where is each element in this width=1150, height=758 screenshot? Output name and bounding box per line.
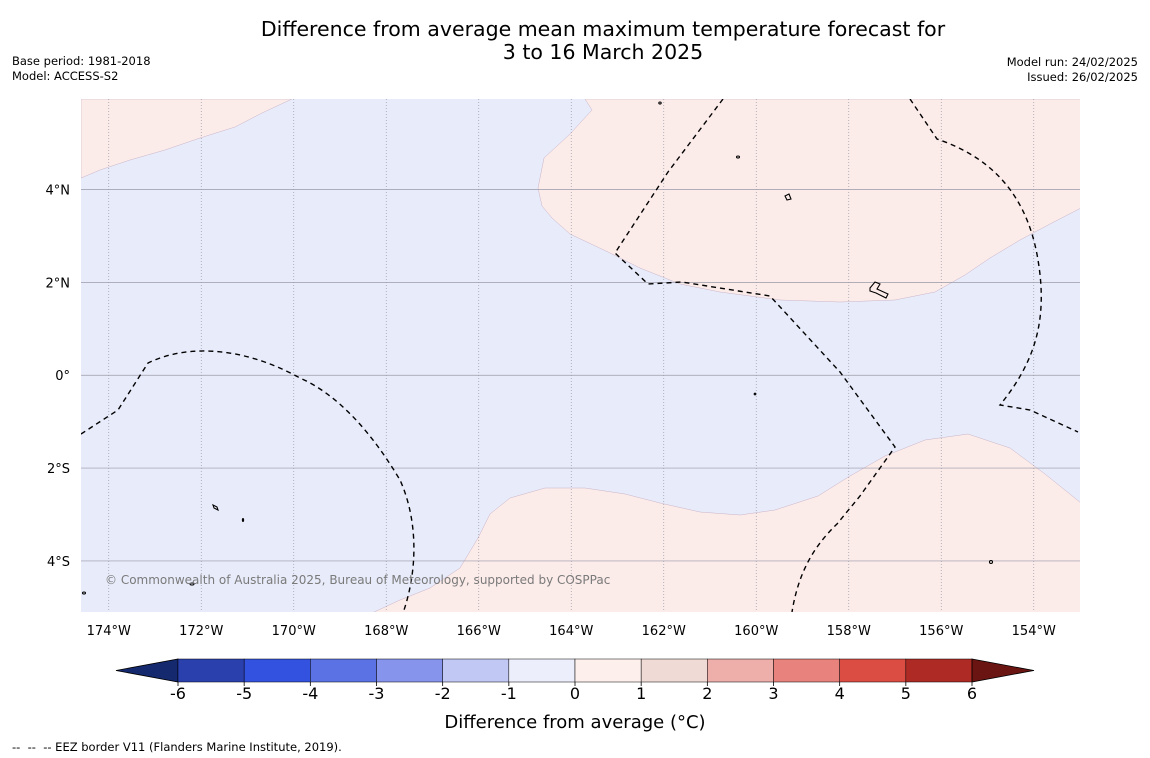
warm-region-north-central [537, 99, 1080, 303]
colorbar-tick-label: -5 [236, 684, 252, 703]
colorbar-cell [442, 658, 510, 683]
colorbar-tick-label: 5 [901, 684, 911, 703]
longitude-tick-label: 170°W [272, 624, 316, 639]
colorbar-tick-labels: -6 -5 -4 -3 -2 -1 0 1 2 3 4 5 6 [170, 682, 977, 703]
eez-borders [81, 99, 1079, 612]
colorbar-label: Difference from average (°C) [444, 712, 705, 733]
island-phoenix-d [81, 591, 87, 595]
longitude-tick-label: 164°W [549, 624, 593, 639]
eez-border-west [81, 350, 415, 612]
title-line-1: Difference from average mean maximum tem… [260, 17, 946, 41]
islands [81, 101, 994, 595]
longitude-tick-label: 168°W [364, 624, 408, 639]
island-flint [988, 559, 994, 565]
warm-region-northwest [81, 99, 293, 179]
longitude-tick-label: 154°W [1012, 624, 1056, 639]
colorbar-cell [839, 658, 907, 683]
copyright-credit: © Commonwealth of Australia 2025, Bureau… [105, 573, 610, 587]
longitude-tick-label: 172°W [179, 624, 223, 639]
longitude-tick-label: 156°W [919, 624, 963, 639]
colorbar-cell [707, 658, 774, 683]
map-panel: © Commonwealth of Australia 2025, Bureau… [81, 99, 1080, 612]
meta-left: Base period: 1981-2018 Model: ACCESS-S2 [12, 54, 151, 84]
longitude-tick-label: 166°W [457, 624, 501, 639]
colorbar-cell [508, 658, 576, 683]
longitude-tick-label: 162°W [642, 624, 686, 639]
longitude-tick-label: 174°W [87, 624, 131, 639]
latitude-tick-label: 2°N [46, 276, 71, 291]
colorbar-extend-high [971, 658, 1035, 683]
colorbar-tick-label: 6 [967, 684, 977, 703]
island-kiritimati [869, 281, 889, 299]
longitude-tick-label: 158°W [827, 624, 871, 639]
eez-border-east [909, 99, 1079, 433]
model-text: Model: ACCESS-S2 [12, 69, 119, 83]
colorbar-cell [376, 658, 443, 683]
latitude-tick-label: 4°S [47, 555, 70, 570]
colorbar: -6 -5 -4 -3 -2 -1 0 1 2 3 4 5 6 Difference from aver… [115, 658, 1035, 733]
colorbar-cell [905, 658, 973, 683]
colorbar-cell [243, 658, 311, 683]
island-jarvis [753, 392, 757, 396]
colorbar-extend-low [115, 658, 179, 683]
island-phoenix-a [212, 503, 219, 512]
eez-border-north-central [614, 99, 896, 612]
colorbar-tick-label: 3 [768, 684, 778, 703]
colorbar-cells [115, 658, 1035, 683]
latitude-grid [81, 189, 1080, 562]
colorbar-tick-label: 0 [570, 684, 580, 703]
eez-footnote: -- -- -- EEZ border V11 (Flanders Marine… [12, 740, 342, 754]
warm-region-south [373, 433, 1080, 612]
colorbar-cell [310, 658, 377, 683]
island-phoenix-b [241, 517, 245, 523]
island-teraina [735, 155, 741, 159]
colorbar-tick-label: -3 [369, 684, 385, 703]
model-run-text: Model run: 24/02/2025 [1006, 55, 1138, 69]
longitude-tick-labels: 174°W 172°W 170°W 168°W 166°W 164°W 162°W 160°W… [87, 624, 1056, 639]
base-period-text: Base period: 1981-2018 [12, 54, 151, 68]
colorbar-cell [574, 658, 642, 683]
latitude-tick-label: 4°N [46, 184, 71, 199]
latitude-tick-label: 2°S [47, 462, 70, 477]
colorbar-tick-label: 2 [702, 684, 712, 703]
issued-text: Issued: 26/02/2025 [1027, 70, 1138, 84]
latitude-tick-label: 0° [55, 369, 70, 384]
colorbar-tick-label: -6 [170, 684, 186, 703]
meta-right: Model run: 24/02/2025 Issued: 26/02/2025 [1007, 55, 1138, 85]
longitude-tick-label: 160°W [734, 624, 778, 639]
island-palmyra [658, 101, 662, 105]
colorbar-tick-label: -4 [302, 684, 318, 703]
colorbar-cell [773, 658, 840, 683]
island-tabuaeran [784, 193, 792, 201]
chart-title: Difference from average mean maximum tem… [153, 18, 1053, 64]
colorbar-cell [177, 658, 245, 683]
title-line-2: 3 to 16 March 2025 [502, 40, 704, 64]
latitude-tick-labels: 4°N 2°N 0° 2°S 4°S [46, 184, 71, 570]
colorbar-tick-label: 1 [636, 684, 646, 703]
colorbar-tick-label: -2 [435, 684, 451, 703]
colorbar-tick-label: -1 [501, 684, 517, 703]
colorbar-cell [640, 658, 708, 683]
colorbar-tick-label: 4 [835, 684, 845, 703]
island-phoenix-c [189, 582, 195, 586]
